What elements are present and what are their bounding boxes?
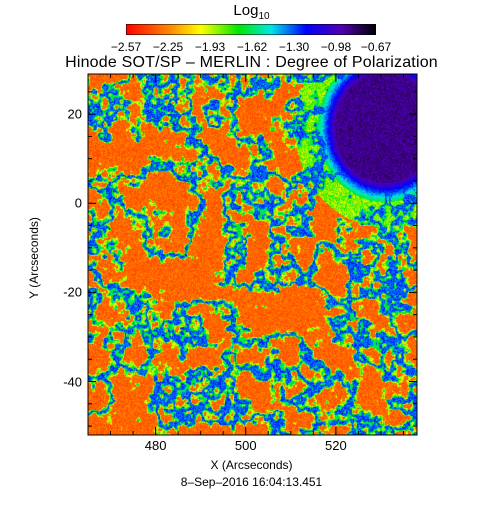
y-tick-label: -20 [63,284,82,300]
x-tick-label: 500 [234,438,257,453]
chart-title: Hinode SOT/SP – MERLIN : Degree of Polar… [65,54,438,71]
colorbar-tick-label: −2.25 [152,40,184,54]
y-tick-label: 20 [67,106,82,122]
y-tick-label: 0 [74,195,82,211]
x-tick-label: 520 [325,438,347,453]
plot-border [87,73,418,436]
plot-frame [87,73,418,436]
colorbar-tick-label: −0.67 [360,40,392,54]
colorbar-title: Log10 [233,2,270,22]
colorbar-tick-label: −0.98 [320,40,352,54]
polarization-heatmap [88,74,417,435]
colorbar-tick-label: −2.57 [110,40,142,54]
colorbar-tick-label: −1.62 [236,40,268,54]
colorbar [126,24,376,35]
y-axis-label: Y (Arcseconds) [27,217,41,299]
colorbar-tick-label: −1.93 [194,40,226,54]
tick-marks [88,74,417,435]
x-axis-label: X (Arcseconds) [210,458,293,472]
y-tick-label: -40 [63,374,82,390]
x-tick-label: 480 [144,438,167,453]
colorbar-tick-label: −1.30 [278,40,310,54]
observation-timestamp: 8–Sep–2016 16:04:13.451 [180,475,323,489]
